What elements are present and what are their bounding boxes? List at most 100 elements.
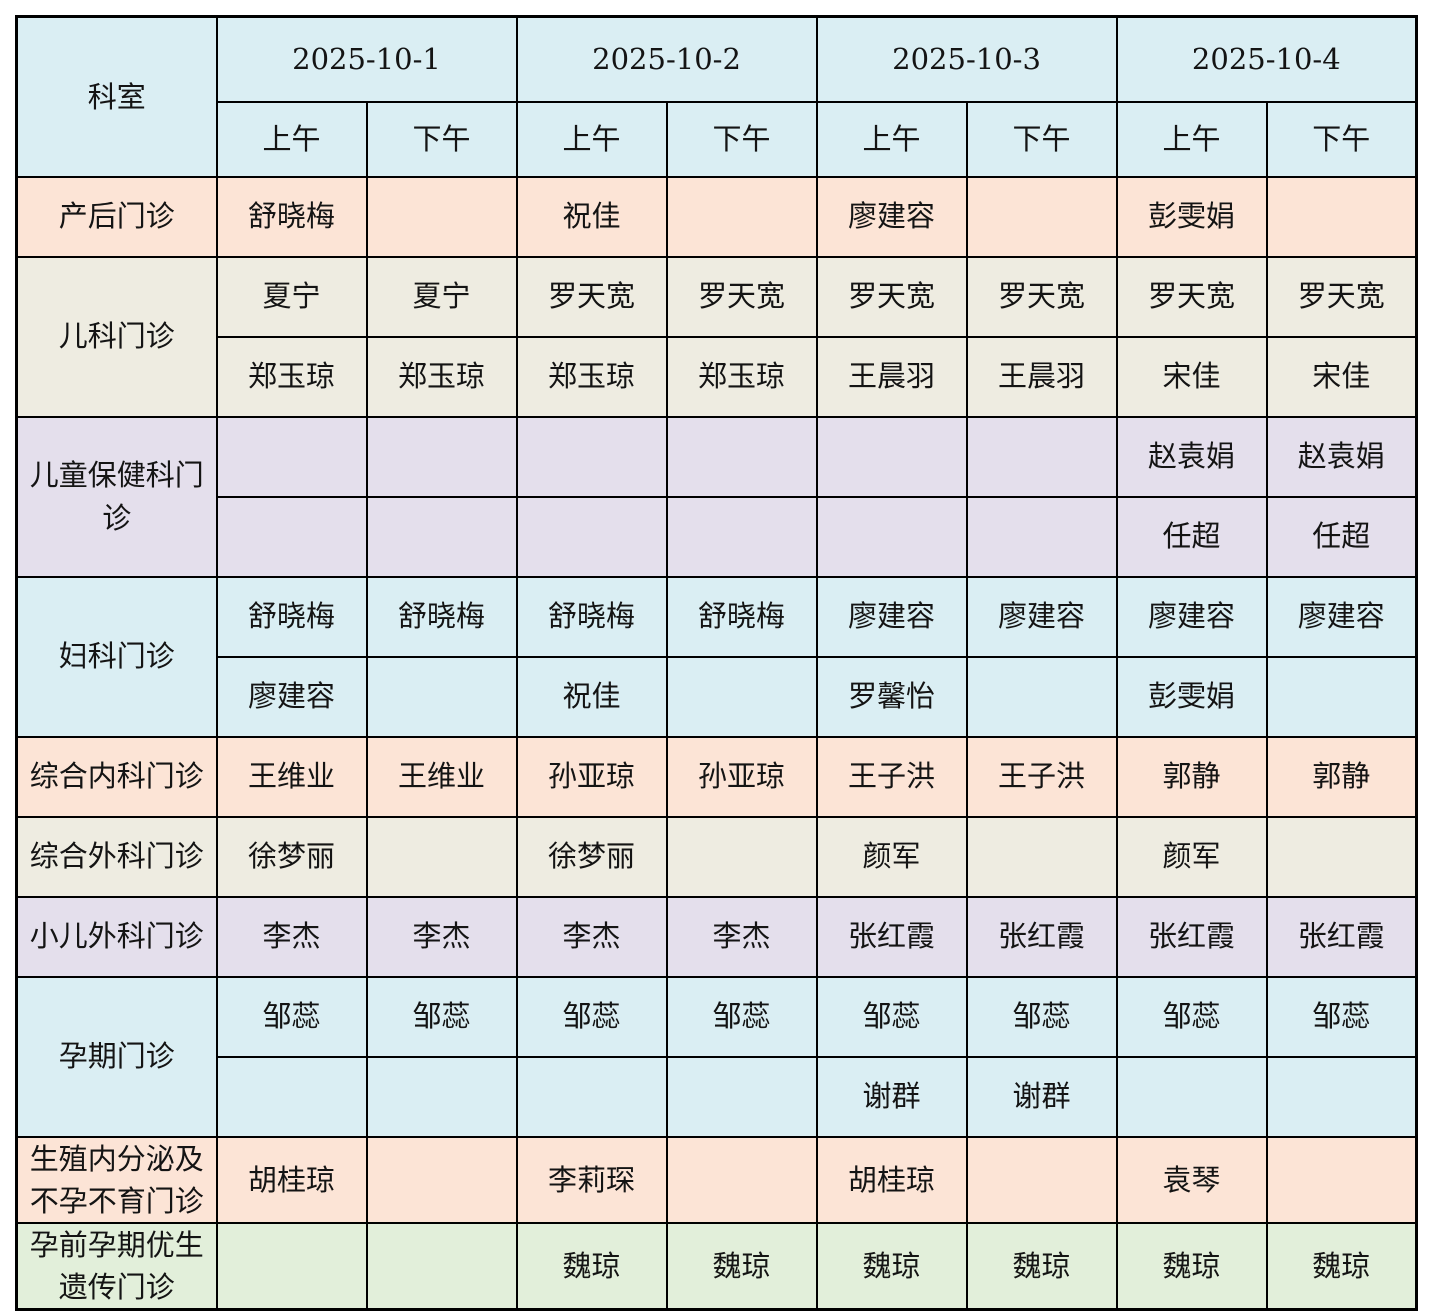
schedule-header: 科室 2025-10-1 2025-10-2 2025-10-3 2025-10…: [15, 15, 1418, 178]
doctor-cell: 张红霞: [815, 895, 968, 978]
empty-cell: [965, 175, 1118, 258]
doctor-cell: 郭静: [1265, 735, 1418, 818]
department-name-cell: 儿童保健科门诊: [15, 415, 218, 578]
schedule-row: 任超 任超: [17, 495, 1418, 578]
doctor-cell: 罗天宽: [1265, 255, 1418, 338]
doctor-cell: 邹蕊: [815, 975, 968, 1058]
header-pm-cell-2: 下午: [665, 100, 818, 178]
empty-cell: [665, 655, 818, 738]
empty-cell: [215, 1221, 368, 1311]
doctor-cell: 王子洪: [965, 735, 1118, 818]
doctor-cell: 邹蕊: [365, 975, 518, 1058]
empty-cell: [365, 415, 518, 498]
empty-cell: [965, 1135, 1118, 1224]
doctor-cell: 罗馨怡: [815, 655, 968, 738]
schedule-row: 谢群 谢群: [17, 1055, 1418, 1138]
empty-cell: [665, 815, 818, 898]
empty-cell: [365, 1055, 518, 1138]
doctor-cell: 李莉琛: [515, 1135, 668, 1224]
empty-cell: [665, 1055, 818, 1138]
empty-cell: [365, 815, 518, 898]
doctor-cell: 邹蕊: [965, 975, 1118, 1058]
empty-cell: [665, 175, 818, 258]
doctor-cell: 李杰: [515, 895, 668, 978]
schedule-body: 产后门诊 舒晓梅 祝佳 廖建容 彭雯娟 儿科门诊 夏宁 夏宁 罗天宽 罗天宽 罗天宽 罗天宽 罗天宽 罗天…: [15, 175, 1418, 1311]
schedule-row: 产后门诊 舒晓梅 祝佳 廖建容 彭雯娟: [15, 175, 1418, 258]
doctor-cell: 廖建容: [1115, 575, 1268, 658]
doctor-cell: 孙亚琼: [665, 735, 818, 818]
header-pm-cell-1: 下午: [365, 100, 518, 178]
doctor-cell: 郑玉琼: [365, 335, 518, 418]
empty-cell: [815, 415, 968, 498]
schedule-row: 儿科门诊 夏宁 夏宁 罗天宽 罗天宽 罗天宽 罗天宽 罗天宽 罗天宽: [15, 255, 1418, 418]
doctor-cell: 彭雯娟: [1115, 175, 1268, 258]
doctor-cell: 彭雯娟: [1115, 655, 1268, 738]
header-am-cell-4: 上午: [1115, 100, 1268, 178]
header-am-cell-3: 上午: [815, 100, 968, 178]
empty-cell: [965, 415, 1118, 498]
header-am-cell-1: 上午: [215, 100, 368, 178]
header-date-cell-4: 2025-10-4: [1115, 15, 1418, 103]
doctor-cell: 郑玉琼: [665, 335, 818, 418]
doctor-cell: 张红霞: [1265, 895, 1418, 978]
doctor-cell: 舒晓梅: [215, 175, 368, 258]
doctor-cell: 宋佳: [1265, 335, 1418, 418]
empty-cell: [365, 655, 518, 738]
empty-cell: [965, 495, 1118, 578]
doctor-cell: 舒晓梅: [215, 575, 368, 658]
doctor-cell: 郑玉琼: [515, 335, 668, 418]
doctor-cell: 廖建容: [215, 655, 368, 738]
department-name-cell: 综合内科门诊: [15, 735, 218, 818]
schedule-row: 生殖内分泌及不孕不育门诊 胡桂琼 李莉琛 胡桂琼 袁琴: [15, 1135, 1418, 1224]
schedule-row: 廖建容 祝佳 罗馨怡 彭雯娟: [17, 655, 1418, 738]
schedule-row: 郑玉琼 郑玉琼 郑玉琼 郑玉琼 王晨羽 王晨羽 宋佳 宋佳: [17, 335, 1418, 418]
doctor-cell: 罗天宽: [965, 255, 1118, 338]
empty-cell: [965, 655, 1118, 738]
doctor-cell: 魏琼: [515, 1221, 668, 1311]
doctor-cell: 舒晓梅: [665, 575, 818, 658]
header-am-cell-2: 上午: [515, 100, 668, 178]
doctor-cell: 徐梦丽: [215, 815, 368, 898]
empty-cell: [965, 815, 1118, 898]
doctor-cell: 邹蕊: [215, 975, 368, 1058]
empty-cell: [665, 1135, 818, 1224]
doctor-cell: 颜军: [815, 815, 968, 898]
doctor-cell: 魏琼: [1115, 1221, 1268, 1311]
doctor-cell: 任超: [1265, 495, 1418, 578]
doctor-cell: 邹蕊: [515, 975, 668, 1058]
department-name-cell: 妇科门诊: [15, 575, 218, 738]
empty-cell: [515, 415, 668, 498]
header-date-cell-1: 2025-10-1: [215, 15, 518, 103]
empty-cell: [1265, 815, 1418, 898]
doctor-cell: 徐梦丽: [515, 815, 668, 898]
doctor-cell: 罗天宽: [1115, 255, 1268, 338]
doctor-cell: 夏宁: [215, 255, 368, 338]
empty-cell: [1265, 655, 1418, 738]
header-dates-row: 科室 2025-10-1 2025-10-2 2025-10-3 2025-10…: [15, 15, 1418, 178]
doctor-cell: 邹蕊: [1265, 975, 1418, 1058]
empty-cell: [365, 175, 518, 258]
empty-cell: [365, 495, 518, 578]
schedule-table: 科室 2025-10-1 2025-10-2 2025-10-3 2025-10…: [15, 15, 1419, 1311]
empty-cell: [515, 495, 668, 578]
doctor-cell: 任超: [1115, 495, 1268, 578]
department-name-cell: 生殖内分泌及不孕不育门诊: [15, 1135, 218, 1224]
schedule-row: 综合内科门诊 王维业 王维业 孙亚琼 孙亚琼 王子洪 王子洪 郭静 郭静: [15, 735, 1418, 818]
doctor-cell: 颜军: [1115, 815, 1268, 898]
empty-cell: [215, 1055, 368, 1138]
doctor-cell: 王晨羽: [965, 335, 1118, 418]
empty-cell: [365, 1221, 518, 1311]
doctor-cell: 赵袁娟: [1115, 415, 1268, 498]
doctor-cell: 邹蕊: [1115, 975, 1268, 1058]
department-name-cell: 产后门诊: [15, 175, 218, 258]
empty-cell: [665, 495, 818, 578]
doctor-cell: 廖建容: [1265, 575, 1418, 658]
doctor-cell: 廖建容: [815, 575, 968, 658]
schedule-row: 儿童保健科门诊 赵袁娟 赵袁娟: [15, 415, 1418, 578]
doctor-cell: 孙亚琼: [515, 735, 668, 818]
header-pm-cell-3: 下午: [965, 100, 1118, 178]
doctor-cell: 魏琼: [1265, 1221, 1418, 1311]
doctor-cell: 罗天宽: [665, 255, 818, 338]
doctor-cell: 李杰: [365, 895, 518, 978]
doctor-cell: 廖建容: [965, 575, 1118, 658]
